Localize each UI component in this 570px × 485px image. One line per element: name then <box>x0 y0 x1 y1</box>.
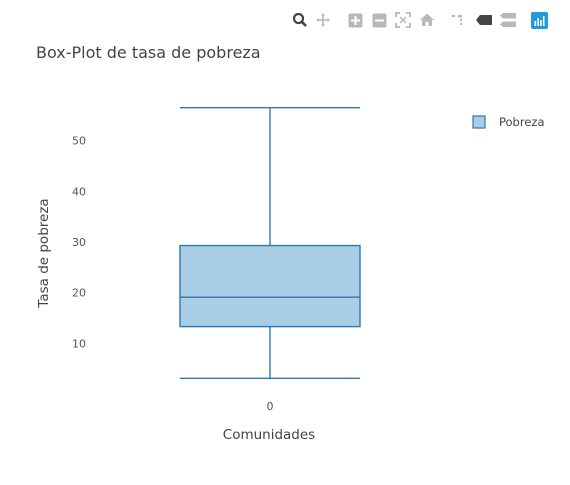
legend[interactable]: Pobreza <box>472 115 545 129</box>
y-tick-label: 20 <box>72 287 86 300</box>
zoom-icon[interactable] <box>291 11 309 29</box>
y-axis-title: Tasa de pobreza <box>36 198 52 308</box>
hover-compare-icon[interactable] <box>499 11 517 29</box>
autoscale-icon[interactable] <box>394 11 412 29</box>
y-axis-ticks: 10 20 30 40 50 <box>72 135 86 351</box>
y-tick-label: 50 <box>72 135 86 148</box>
x-tick-label: 0 <box>267 400 274 413</box>
y-tick-label: 40 <box>72 185 86 198</box>
chart-title: Box-Plot de tasa de pobreza <box>36 43 261 62</box>
x-axis-ticks: 0 <box>267 400 274 413</box>
reset-axes-icon[interactable] <box>418 11 436 29</box>
x-axis-title: Comunidades <box>223 427 315 443</box>
spike-lines-icon[interactable] <box>448 11 466 29</box>
pan-icon[interactable] <box>314 11 332 29</box>
zoom-in-icon[interactable] <box>346 11 364 29</box>
y-tick-label: 30 <box>72 236 86 249</box>
box-plot-area <box>179 107 361 379</box>
legend-swatch[interactable] <box>472 115 486 129</box>
y-tick-label: 10 <box>72 337 86 350</box>
box-iqr[interactable] <box>179 244 361 328</box>
legend-label[interactable]: Pobreza <box>499 115 545 129</box>
hover-closest-icon[interactable] <box>475 11 493 29</box>
plotly-logo-icon[interactable] <box>530 11 548 29</box>
zoom-out-icon[interactable] <box>370 11 388 29</box>
